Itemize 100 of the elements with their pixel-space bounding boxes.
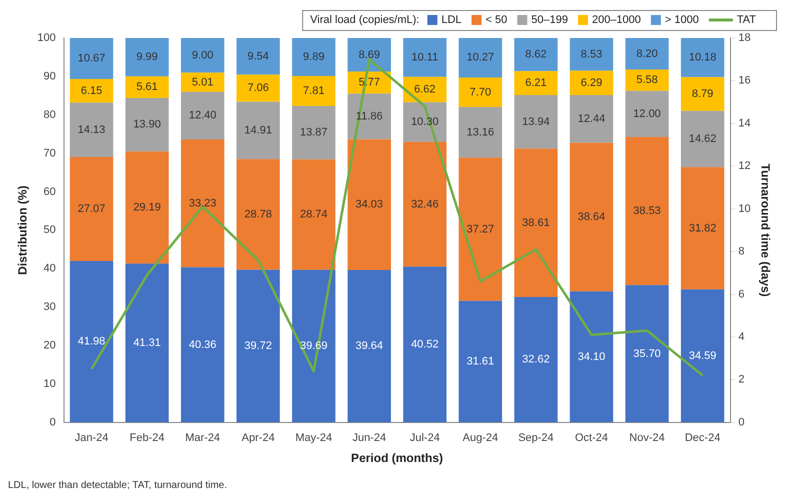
data-label: 13.16 bbox=[466, 126, 494, 138]
data-label: 40.52 bbox=[411, 338, 439, 351]
y-axis-title: Distribution (%) bbox=[16, 186, 30, 275]
bar bbox=[70, 261, 114, 422]
bar bbox=[125, 76, 169, 98]
data-label: 9.00 bbox=[192, 49, 214, 62]
bar bbox=[70, 102, 114, 157]
data-label: 8.69 bbox=[358, 48, 380, 61]
bar bbox=[458, 77, 502, 108]
x-tick-label: Nov-24 bbox=[629, 432, 665, 444]
bar bbox=[236, 270, 280, 422]
data-label: 10.11 bbox=[411, 51, 438, 64]
x-tick-label: Aug-24 bbox=[462, 432, 498, 444]
x-tick-label: Jun-24 bbox=[352, 432, 386, 444]
x-tick-label: Jul-24 bbox=[410, 432, 440, 444]
y-tick-label: 40 bbox=[44, 262, 56, 275]
y-tick-label: 10 bbox=[44, 378, 56, 390]
bar bbox=[292, 38, 336, 76]
bar bbox=[570, 94, 614, 143]
data-label: 10.18 bbox=[688, 52, 716, 64]
bar bbox=[458, 107, 502, 158]
legend-title: Viral load (copies/mL): bbox=[310, 14, 420, 26]
data-label: 9.89 bbox=[303, 51, 324, 64]
y2-tick-label: 4 bbox=[738, 331, 744, 344]
data-label: 8.62 bbox=[525, 48, 547, 61]
y2-tick-label: 14 bbox=[738, 117, 751, 130]
bar bbox=[680, 167, 724, 290]
data-label: 8.20 bbox=[636, 48, 658, 60]
data-label: 13.94 bbox=[522, 116, 550, 128]
bar bbox=[680, 77, 724, 111]
bar bbox=[514, 297, 558, 422]
data-label: 6.21 bbox=[525, 77, 547, 90]
data-label: 31.82 bbox=[688, 222, 716, 234]
data-label: 34.03 bbox=[356, 198, 384, 211]
bar bbox=[680, 110, 724, 168]
bar bbox=[458, 158, 502, 301]
bar bbox=[570, 70, 614, 95]
data-label: 40.36 bbox=[188, 338, 216, 351]
y-tick-label: 100 bbox=[37, 32, 56, 44]
data-label: 32.46 bbox=[411, 198, 439, 210]
bar bbox=[236, 159, 280, 270]
x-tick-label: Sep-24 bbox=[518, 432, 554, 444]
data-label: 5.61 bbox=[136, 81, 158, 94]
y-tick-label: 90 bbox=[44, 70, 56, 82]
data-label: 8.53 bbox=[580, 48, 602, 60]
y2-axis-title: Turnaround time (days) bbox=[758, 164, 772, 297]
y-tick-label: 0 bbox=[50, 416, 56, 428]
data-label: 12.40 bbox=[188, 110, 216, 122]
bar bbox=[514, 38, 558, 72]
bar bbox=[625, 38, 669, 70]
y2-tick-label: 12 bbox=[738, 160, 751, 172]
legend-label: > 1000 bbox=[664, 14, 699, 26]
data-label: 12.00 bbox=[633, 108, 661, 120]
data-label: 14.62 bbox=[688, 133, 716, 146]
bar bbox=[625, 285, 669, 422]
bar bbox=[680, 289, 724, 422]
bar bbox=[236, 102, 280, 160]
x-tick-label: Mar-24 bbox=[185, 432, 220, 444]
data-label: 10.67 bbox=[78, 52, 106, 65]
bar bbox=[625, 69, 669, 91]
bar bbox=[570, 142, 614, 292]
x-tick-label: May-24 bbox=[295, 432, 332, 444]
bar bbox=[180, 92, 224, 140]
data-label: 13.87 bbox=[300, 126, 328, 139]
bar bbox=[125, 38, 169, 76]
data-label: 33.23 bbox=[188, 197, 216, 210]
data-label: 31.61 bbox=[466, 356, 494, 368]
y2-tick-label: 6 bbox=[738, 288, 744, 300]
legend-label: < 50 bbox=[486, 14, 508, 26]
bar bbox=[236, 38, 280, 75]
data-label: 39.72 bbox=[244, 340, 272, 352]
y-tick-label: 60 bbox=[44, 186, 56, 198]
data-label: 41.98 bbox=[78, 336, 106, 348]
data-label: 7.06 bbox=[247, 82, 269, 94]
y2-tick-label: 10 bbox=[738, 202, 751, 215]
bar bbox=[180, 140, 224, 268]
bar bbox=[514, 71, 558, 96]
data-label: 7.70 bbox=[470, 86, 492, 98]
data-label: 34.59 bbox=[688, 350, 716, 362]
data-label: 9.54 bbox=[247, 50, 269, 62]
bar bbox=[680, 38, 724, 78]
data-label: 27.07 bbox=[78, 203, 106, 216]
data-label: 9.99 bbox=[136, 51, 158, 64]
bar bbox=[403, 142, 446, 267]
bar bbox=[236, 74, 280, 102]
data-label: 28.74 bbox=[300, 208, 328, 221]
data-label: 41.31 bbox=[133, 337, 161, 350]
data-label: 7.81 bbox=[303, 85, 324, 98]
bar bbox=[292, 76, 336, 106]
data-label: 5.58 bbox=[636, 74, 658, 86]
data-label: 6.62 bbox=[414, 84, 436, 96]
data-label: 35.70 bbox=[633, 348, 661, 360]
data-label: 6.15 bbox=[80, 84, 102, 97]
text: LDL, lower than detectable; TAT, turnaround time. bbox=[8, 480, 228, 491]
legend-label: 200–1000 bbox=[592, 14, 641, 26]
y2-tick-label: 0 bbox=[738, 416, 744, 428]
x-tick-label: Jan-24 bbox=[74, 432, 108, 444]
y2-tick-label: 18 bbox=[738, 32, 751, 44]
data-label: 29.19 bbox=[133, 202, 161, 214]
bar bbox=[70, 79, 114, 103]
